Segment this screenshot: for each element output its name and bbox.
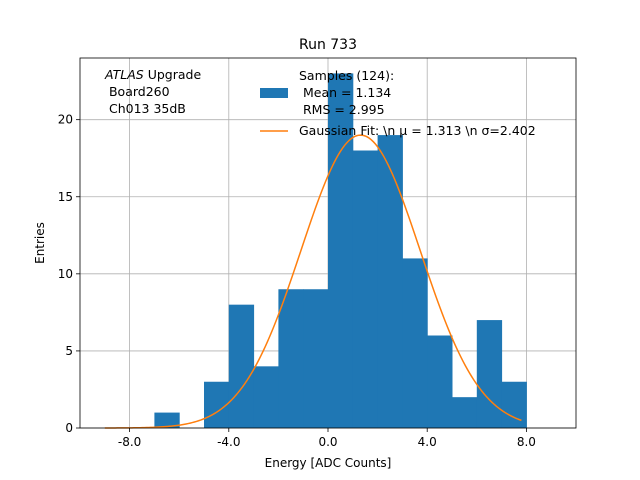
svg-text:ATLAS Upgrade: ATLAS Upgrade <box>104 67 201 82</box>
y-axis-label: Entries <box>33 222 47 264</box>
histogram-bar <box>427 335 453 428</box>
x-tick-label: 0.0 <box>318 435 337 449</box>
y-tick-label: 20 <box>58 113 73 127</box>
x-tick-label: -8.0 <box>118 435 141 449</box>
histogram-bar <box>402 258 428 428</box>
gaussian-fit-layer <box>104 134 522 429</box>
legend: Samples (124): Mean = 1.134 RMS = 2.995 … <box>260 68 536 138</box>
x-tick-label: -4.0 <box>217 435 240 449</box>
x-tick-label: 4.0 <box>418 435 437 449</box>
histogram-bar <box>154 412 180 428</box>
y-tick-label: 15 <box>58 190 73 204</box>
legend-hist-swatch <box>260 88 288 98</box>
histogram-bar <box>228 304 255 428</box>
histogram-bar <box>204 381 230 428</box>
histogram-bar <box>501 381 527 428</box>
y-tick-label: 5 <box>65 344 73 358</box>
x-axis-ticks: -8.0 -4.0 0.0 4.0 8.0 <box>118 428 536 449</box>
channel-label: Ch013 35dB <box>105 101 186 116</box>
y-axis-ticks: 0 5 10 15 20 <box>58 113 80 435</box>
histogram-bar <box>377 135 403 429</box>
histogram-bar <box>352 150 379 428</box>
histogram-bar <box>476 320 503 428</box>
histogram-bar <box>303 289 329 428</box>
legend-fit-label: Gaussian Fit: \n μ = 1.313 \n σ=2.402 <box>299 123 536 138</box>
gaussian-fit-curve <box>104 134 522 429</box>
x-axis-label: Energy [ADC Counts] <box>265 456 392 470</box>
histogram-bar <box>253 366 279 428</box>
legend-hist-line-2: Mean = 1.134 <box>299 85 391 100</box>
chart-title: Run 733 <box>299 37 357 53</box>
x-tick-label: 8.0 <box>517 435 536 449</box>
y-tick-label: 10 <box>58 267 73 281</box>
histogram-bar <box>452 397 478 428</box>
atlas-label: ATLAS <box>104 67 144 82</box>
atlas-annotation: ATLAS Upgrade Board260 Ch013 35dB <box>104 67 201 116</box>
upgrade-label: Upgrade <box>144 67 202 82</box>
legend-hist-line-3: RMS = 2.995 <box>299 102 385 117</box>
histogram-bars <box>154 73 527 429</box>
histogram-bar <box>328 73 354 429</box>
y-tick-label: 0 <box>65 421 73 435</box>
histogram-bar <box>278 289 304 428</box>
board-label: Board260 <box>105 84 170 99</box>
legend-hist-line-1: Samples (124): <box>299 68 394 83</box>
